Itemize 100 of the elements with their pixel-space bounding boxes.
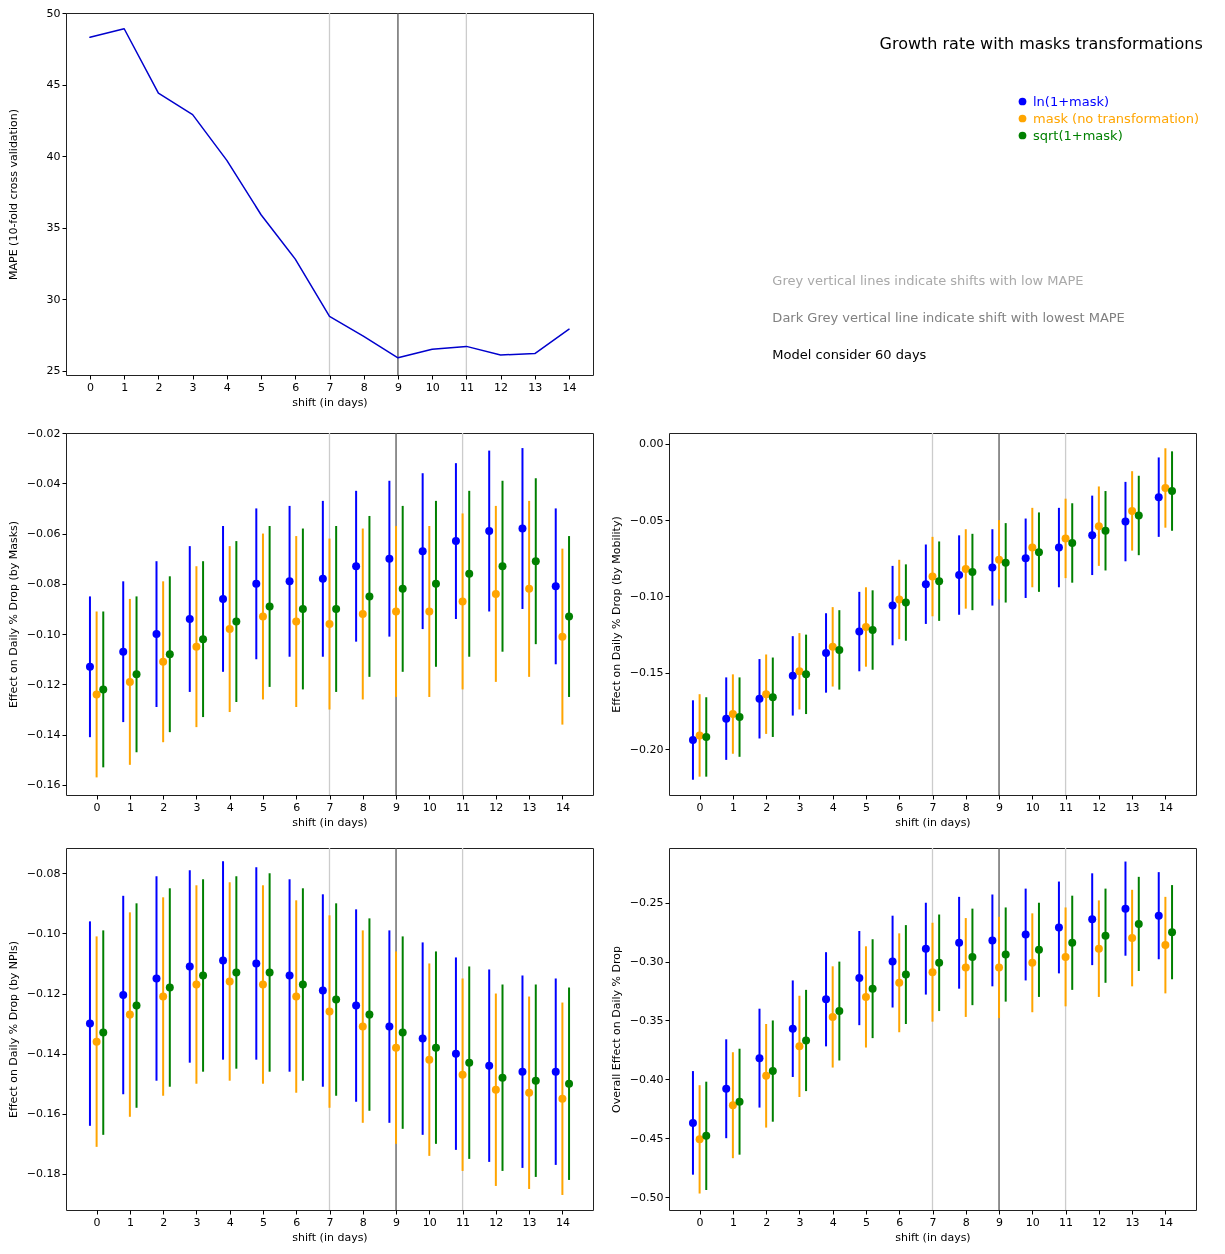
point (868, 626, 877, 635)
x-tick-label: 3 (796, 800, 804, 814)
point (485, 527, 494, 536)
point (1101, 931, 1110, 940)
point (258, 980, 267, 989)
y-tick-label: −0.04 (26, 476, 61, 490)
x-tick-label: 5 (862, 1215, 870, 1229)
x-tick-label: 6 (292, 380, 300, 394)
point (888, 957, 897, 966)
x-tick-label: 2 (160, 1215, 168, 1229)
point (92, 690, 101, 699)
y-tick-label: −0.10 (629, 589, 664, 603)
x-tick-label: 10 (1025, 1215, 1040, 1229)
x-tick-label: 2 (763, 800, 771, 814)
y-axis-title: Effect on Daily % Drop (by Mobility) (609, 516, 623, 713)
x-tick-label: 1 (729, 800, 737, 814)
x-tick-label: 7 (326, 380, 334, 394)
x-tick-label: 1 (126, 800, 134, 814)
x-tick-label: 12 (489, 800, 504, 814)
point (265, 968, 274, 977)
point (961, 963, 970, 972)
point (1154, 911, 1163, 920)
x-tick-label: 2 (160, 800, 168, 814)
y-tick-label: −0.16 (26, 778, 61, 792)
point (498, 562, 507, 571)
point (928, 968, 937, 977)
x-tick-label: 13 (522, 1215, 537, 1229)
point (901, 598, 910, 607)
point (125, 677, 134, 686)
point (795, 667, 804, 676)
x-tick-label: 7 (326, 800, 334, 814)
point (1161, 484, 1170, 492)
x-tick-label: 6 (293, 800, 301, 814)
x-tick-label: 10 (422, 800, 437, 814)
y-tick-label: −0.02 (26, 426, 61, 440)
y-tick-label: −0.30 (629, 955, 664, 969)
x-tick-label: 1 (121, 380, 129, 394)
point (352, 562, 361, 571)
point (988, 936, 997, 945)
x-axis-title: shift (in days) (292, 395, 368, 409)
y-tick-label: 35 (46, 221, 61, 235)
x-tick-label: 8 (360, 380, 368, 394)
point (928, 572, 937, 581)
point (1094, 944, 1103, 953)
point (788, 671, 797, 680)
point (525, 1088, 534, 1097)
point (935, 958, 944, 967)
point (525, 584, 534, 593)
point (132, 1001, 141, 1010)
point (1101, 526, 1110, 535)
y-axis-title: MAPE (10-fold cross validation) (6, 109, 20, 280)
point (451, 537, 460, 546)
point (955, 938, 964, 947)
point (365, 1010, 374, 1019)
point (968, 568, 977, 576)
x-tick-label: 4 (829, 1215, 837, 1229)
y-tick-label: −0.16 (26, 1107, 61, 1121)
x-tick-label: 3 (189, 380, 197, 394)
x-axis-title: shift (in days) (292, 1230, 368, 1244)
x-tick-label: 5 (259, 800, 267, 814)
point (855, 974, 864, 983)
point (728, 710, 737, 719)
point (702, 1131, 711, 1140)
y-tick-label: −0.45 (629, 1131, 664, 1145)
point (1021, 554, 1030, 563)
point (888, 601, 897, 610)
point (995, 963, 1004, 972)
x-tick-label: 8 (962, 800, 970, 814)
point (219, 956, 228, 965)
point (398, 1028, 407, 1037)
point (358, 610, 367, 618)
point (431, 579, 440, 588)
point (325, 1007, 334, 1016)
x-tick-label: 0 (93, 800, 101, 814)
point (358, 1022, 367, 1031)
point (1128, 506, 1137, 515)
y-tick-label: 45 (46, 78, 61, 92)
point (119, 647, 128, 656)
x-tick-label: 11 (1059, 800, 1074, 814)
point (165, 650, 174, 659)
x-tick-label: 12 (1092, 1215, 1107, 1229)
x-tick-label: 12 (489, 1215, 504, 1229)
point (1154, 493, 1163, 502)
point (755, 1054, 764, 1063)
x-tick-label: 1 (126, 1215, 134, 1229)
point (835, 645, 844, 654)
point (822, 995, 831, 1004)
legend-label: sqrt(1+mask) (1033, 127, 1123, 143)
point (722, 1084, 731, 1093)
x-tick-label: 8 (359, 1215, 367, 1229)
point (735, 713, 744, 722)
point (159, 657, 168, 666)
point (702, 732, 711, 741)
x-tick-label: 6 (293, 1215, 301, 1229)
point (165, 983, 174, 992)
point (1028, 543, 1037, 552)
x-tick-label: 6 (896, 800, 904, 814)
x-tick-label: 9 (996, 800, 1004, 814)
point (352, 1001, 361, 1010)
point (332, 604, 341, 613)
